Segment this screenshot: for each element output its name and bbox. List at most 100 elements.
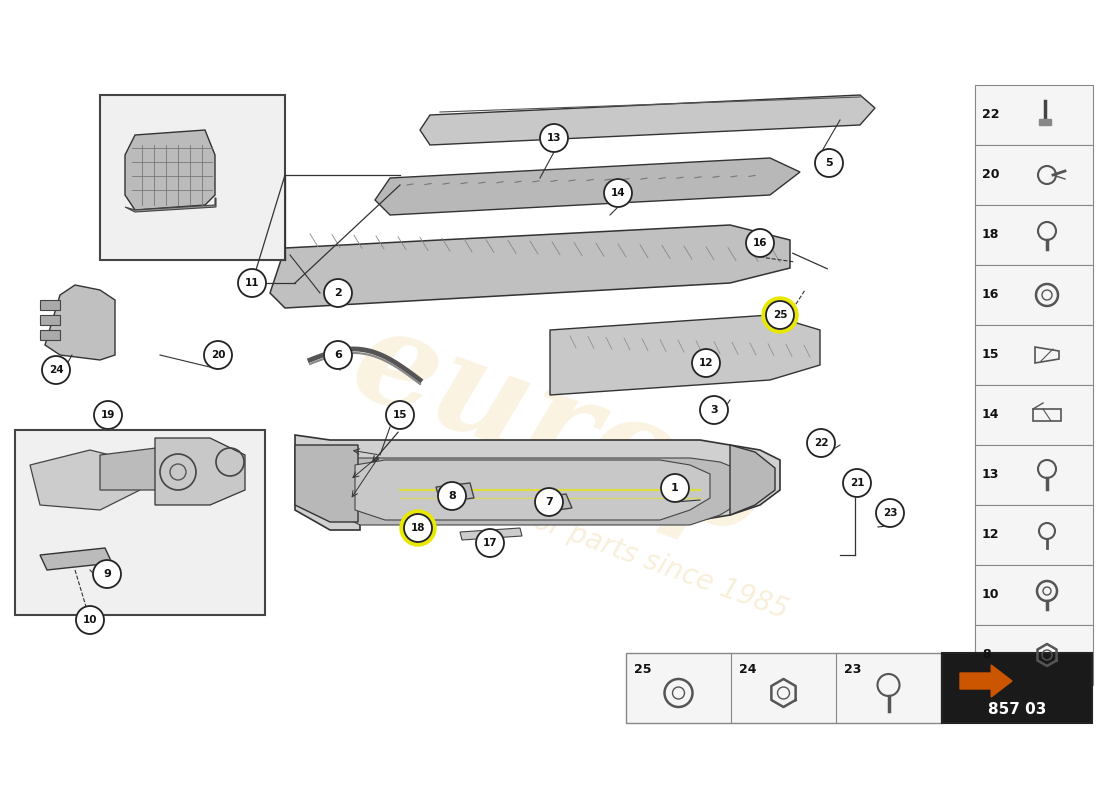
Polygon shape [155, 438, 245, 505]
Bar [975, 505, 1093, 565]
Text: 24: 24 [739, 663, 757, 676]
Text: 3: 3 [711, 405, 718, 415]
Circle shape [766, 301, 794, 329]
Circle shape [438, 482, 466, 510]
Bar [942, 653, 1092, 723]
Text: 24: 24 [48, 365, 64, 375]
Polygon shape [40, 548, 112, 570]
Bar [975, 205, 1093, 265]
Polygon shape [355, 460, 710, 520]
Text: 25: 25 [634, 663, 651, 676]
Polygon shape [30, 450, 140, 510]
Text: 13: 13 [547, 133, 561, 143]
Text: 22: 22 [982, 109, 1000, 122]
Text: 5: 5 [825, 158, 833, 168]
Circle shape [807, 429, 835, 457]
Text: 25: 25 [772, 310, 788, 320]
Polygon shape [125, 130, 214, 210]
Bar [975, 565, 1093, 625]
Circle shape [42, 356, 70, 384]
Circle shape [204, 341, 232, 369]
Text: 23: 23 [844, 663, 861, 676]
Text: europ: europ [336, 296, 784, 564]
Circle shape [746, 229, 774, 257]
Text: 18: 18 [410, 523, 426, 533]
Text: 14: 14 [982, 409, 1000, 422]
Text: 8: 8 [448, 491, 455, 501]
Circle shape [76, 606, 104, 634]
Polygon shape [40, 330, 60, 340]
Bar [100, 95, 285, 260]
Bar [1040, 119, 1050, 125]
Polygon shape [436, 483, 474, 502]
Circle shape [94, 401, 122, 429]
Text: 14: 14 [610, 188, 625, 198]
Polygon shape [460, 528, 522, 540]
Bar [626, 653, 940, 723]
Circle shape [843, 469, 871, 497]
Circle shape [762, 297, 798, 333]
Polygon shape [420, 95, 874, 145]
Circle shape [604, 179, 632, 207]
Circle shape [661, 474, 689, 502]
Polygon shape [40, 300, 60, 310]
Text: 13: 13 [982, 469, 1000, 482]
Circle shape [324, 279, 352, 307]
Circle shape [876, 499, 904, 527]
Polygon shape [270, 225, 790, 308]
Circle shape [386, 401, 414, 429]
Text: 19: 19 [101, 410, 116, 420]
Bar [975, 385, 1093, 445]
Bar [15, 430, 265, 615]
Circle shape [476, 529, 504, 557]
Text: 2: 2 [334, 288, 342, 298]
Bar [975, 325, 1093, 385]
Bar [975, 625, 1093, 685]
Circle shape [94, 560, 121, 588]
Polygon shape [125, 198, 216, 212]
Polygon shape [40, 315, 60, 325]
Text: 23: 23 [882, 508, 898, 518]
Polygon shape [330, 458, 745, 525]
Text: 12: 12 [698, 358, 713, 368]
Text: 11: 11 [244, 278, 260, 288]
Bar [975, 445, 1093, 505]
Text: 16: 16 [982, 289, 1000, 302]
Text: 10: 10 [982, 589, 1000, 602]
Polygon shape [730, 445, 776, 515]
Text: 20: 20 [982, 169, 1000, 182]
Text: 857 03: 857 03 [988, 702, 1046, 717]
Bar [975, 145, 1093, 205]
Polygon shape [295, 435, 780, 530]
Text: 15: 15 [393, 410, 407, 420]
Text: 15: 15 [982, 349, 1000, 362]
Polygon shape [550, 315, 820, 395]
Circle shape [540, 124, 568, 152]
Text: 12: 12 [982, 529, 1000, 542]
Circle shape [535, 488, 563, 516]
Circle shape [400, 510, 436, 546]
Polygon shape [295, 445, 358, 522]
Text: 20: 20 [211, 350, 226, 360]
Text: 6: 6 [334, 350, 342, 360]
Circle shape [700, 396, 728, 424]
Text: 18: 18 [982, 229, 1000, 242]
Text: 10: 10 [82, 615, 97, 625]
Circle shape [404, 514, 432, 542]
Bar [975, 85, 1093, 145]
Text: 1: 1 [671, 483, 679, 493]
Text: 9: 9 [103, 569, 111, 579]
Polygon shape [100, 445, 240, 490]
Circle shape [238, 269, 266, 297]
Circle shape [324, 341, 352, 369]
Polygon shape [960, 665, 1012, 697]
Text: 22: 22 [814, 438, 828, 448]
Polygon shape [375, 158, 800, 215]
Text: 16: 16 [752, 238, 768, 248]
Text: a passion for parts since 1985: a passion for parts since 1985 [388, 455, 792, 625]
Circle shape [692, 349, 720, 377]
Polygon shape [536, 494, 572, 512]
Text: 7: 7 [546, 497, 553, 507]
Circle shape [815, 149, 843, 177]
Text: 17: 17 [483, 538, 497, 548]
